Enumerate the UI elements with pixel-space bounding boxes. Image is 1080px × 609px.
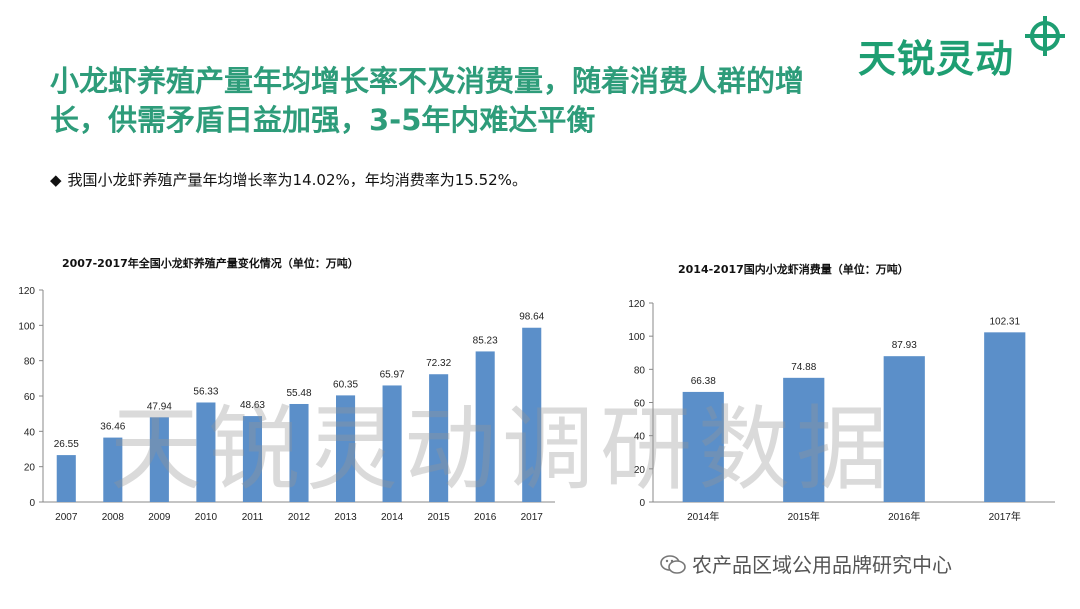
x-tick-label: 2014 [381,512,404,523]
data-label: 87.93 [892,340,917,351]
bar [149,417,169,502]
data-label: 60.35 [333,379,358,390]
data-label: 85.23 [473,335,498,346]
x-tick-label: 2007 [55,512,78,523]
data-label: 26.55 [54,439,79,450]
data-label: 36.46 [100,422,125,433]
watermark: 天锐灵动调研数据 [110,396,895,503]
y-tick-label: 100 [18,321,35,332]
x-tick-label: 2014年 [687,510,719,523]
x-tick-label: 2010 [195,512,218,523]
data-label: 65.97 [380,369,405,380]
y-tick-label: 40 [24,427,36,438]
data-label: 56.33 [193,386,218,397]
y-tick-label: 120 [628,299,645,310]
x-tick-label: 2016 [474,512,497,523]
y-tick-label: 100 [628,332,645,343]
bar [522,327,542,502]
y-tick-label: 60 [634,399,646,410]
data-label: 102.31 [989,316,1020,327]
y-tick-label: 20 [634,465,646,476]
y-tick-label: 0 [29,498,35,509]
x-tick-label: 2013 [334,512,357,523]
slide-title: 小龙虾养殖产量年均增长率不及消费量，随着消费人群的增长，供需矛盾日益加强，3-5… [50,64,805,137]
bar [382,385,402,502]
x-tick-label: 2016年 [888,510,920,523]
bar [103,437,123,502]
y-tick-label: 80 [634,365,646,376]
data-label: 55.48 [286,388,311,399]
y-tick-label: 40 [634,432,646,443]
data-label: 98.64 [519,312,544,323]
data-label: 48.63 [240,400,265,411]
data-label: 72.32 [426,358,451,369]
diamond-icon: ◆ [50,171,62,189]
y-tick-label: 60 [24,392,36,403]
y-tick-label: 0 [639,498,645,509]
x-tick-label: 2009 [148,512,171,523]
wechat-icon [660,555,686,574]
x-tick-label: 2015 [428,512,451,523]
bar [289,403,309,502]
bar [56,455,76,502]
y-tick-label: 80 [24,357,36,368]
x-tick-label: 2017 [521,512,544,523]
data-label: 47.94 [147,401,172,412]
data-label: 66.38 [691,376,716,387]
consumption-bar-chart: 2014-2017国内小龙虾消费量（单位：万吨） 0 20 40 60 80 100 120 6… [628,262,1055,523]
chart-title: 2014-2017国内小龙虾消费量（单位：万吨） [678,262,909,276]
footer-source: 农产品区域公用品牌研究中心 [660,549,952,578]
production-bar-chart: 2007-2017年全国小龙虾养殖产量变化情况（单位：万吨） 0 20 40 60 80 1… [18,256,555,523]
bar [783,377,825,502]
bar [196,402,216,502]
bar [242,416,262,502]
bar [984,332,1026,502]
logo-text: 天锐灵动 [858,37,1015,81]
y-tick-label: 20 [24,463,36,474]
x-tick-label: 2008 [102,512,125,523]
x-tick-label: 2011 [242,512,264,523]
bullet-text: 我国小龙虾养殖产量年均增长率为14.02%，年均消费率为15.52%。 [67,171,527,189]
chart-title: 2007-2017年全国小龙虾养殖产量变化情况（单位：万吨） [62,256,359,270]
bar [883,356,925,502]
bar [429,374,449,502]
bullet-point: ◆ 我国小龙虾养殖产量年均增长率为14.02%，年均消费率为15.52%。 [50,169,527,190]
y-tick-label: 120 [18,286,35,297]
x-tick-label: 2017年 [989,510,1021,523]
x-tick-label: 2015年 [788,510,820,523]
footer-text: 农产品区域公用品牌研究中心 [692,553,952,577]
bar [336,395,356,502]
brand-logo: 天锐灵动 [858,16,1068,88]
data-label: 74.88 [791,362,816,373]
bar [682,391,724,502]
bar [475,351,495,502]
x-tick-label: 2012 [288,512,311,523]
crosshair-icon [1025,16,1065,56]
